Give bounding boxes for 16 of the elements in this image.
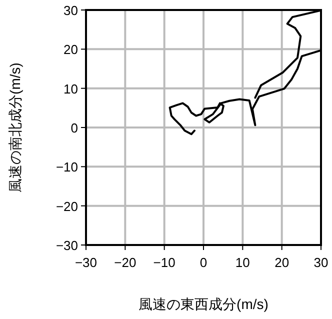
- y-tick-label: 10: [64, 81, 78, 96]
- y-tick-label: −10: [56, 160, 78, 175]
- y-tick-label: −20: [56, 198, 78, 214]
- y-tick-label: 0: [70, 120, 78, 136]
- x-tick-label: −30: [74, 255, 98, 270]
- x-tick-label: −20: [114, 255, 136, 270]
- x-tick-label: 10: [235, 255, 250, 270]
- x-axis-title: 風速の東西成分(m/s): [138, 296, 268, 312]
- x-tick-label: 30: [314, 255, 328, 270]
- x-tick-label: −10: [153, 255, 176, 270]
- y-axis-title: 風速の南北成分(m/s): [7, 62, 23, 192]
- y-tick-label: 30: [64, 3, 78, 18]
- x-tick-label: 20: [274, 255, 290, 270]
- y-tick-label: 20: [64, 42, 78, 58]
- x-tick-label: 0: [200, 255, 208, 270]
- y-tick-label: −30: [56, 238, 78, 253]
